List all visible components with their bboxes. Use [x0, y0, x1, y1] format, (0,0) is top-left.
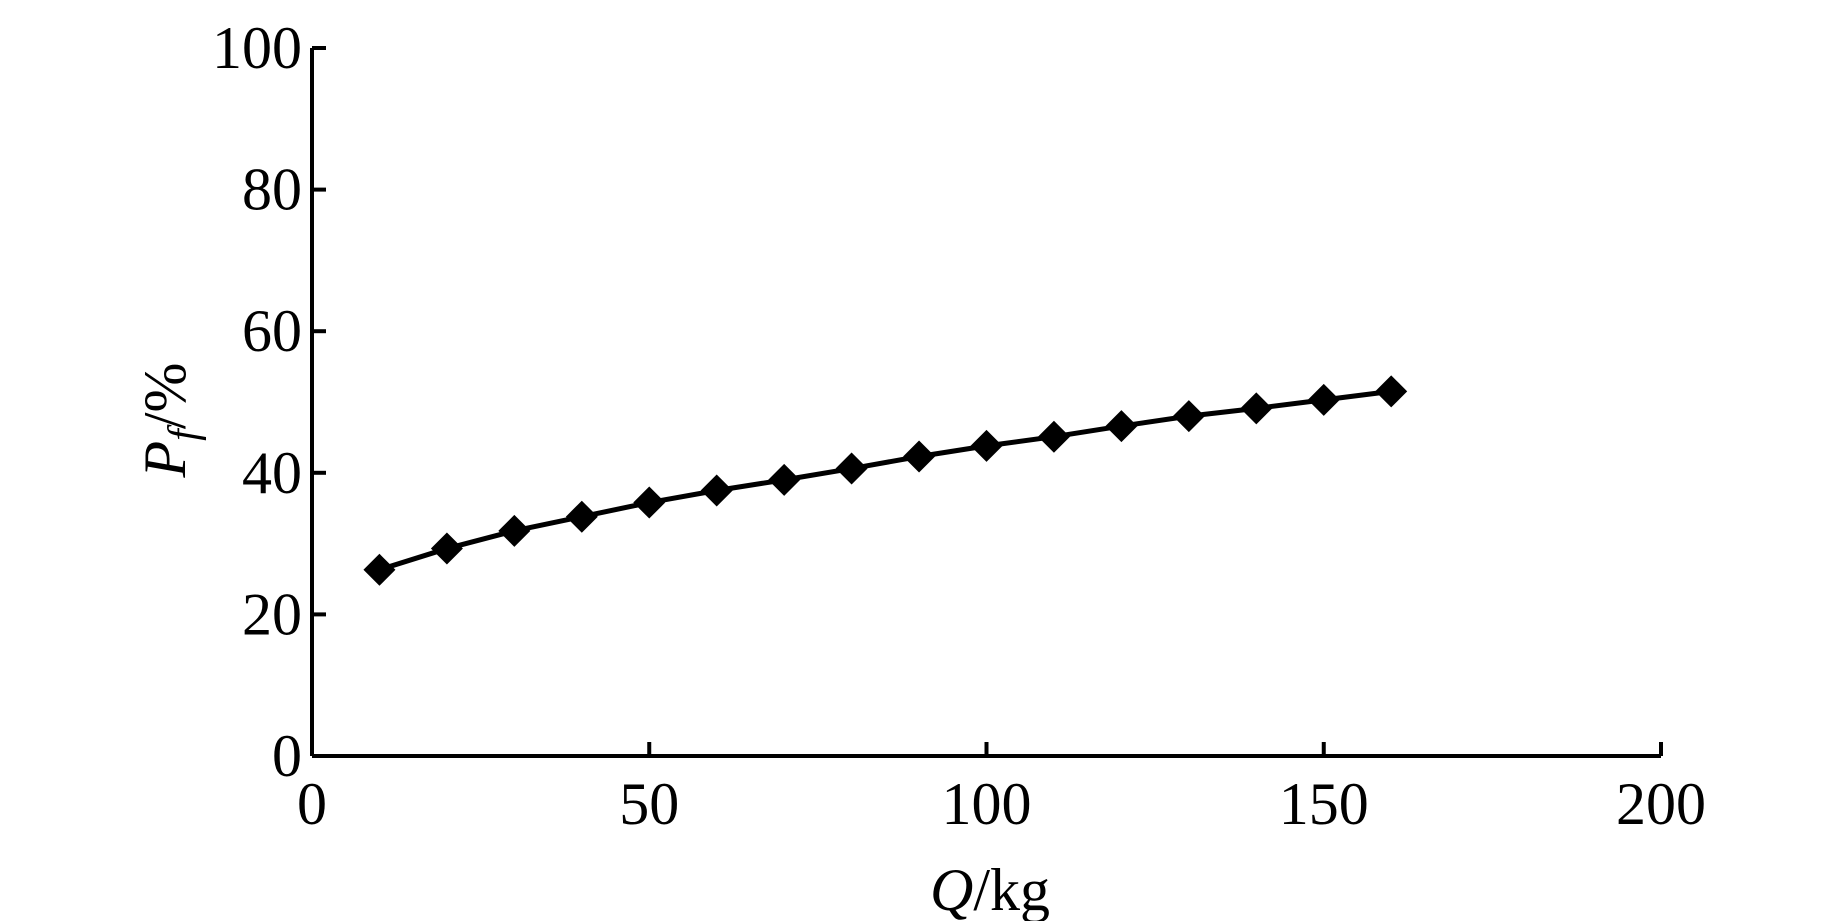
data-point-marker: [970, 429, 1003, 462]
data-point-marker: [700, 474, 733, 507]
data-point-marker: [1172, 400, 1205, 433]
ticks: 0 50 100 150 200 0 20 40 60 80 100: [212, 15, 1706, 837]
data-point-marker: [835, 452, 868, 485]
data-point-marker: [1307, 383, 1340, 416]
x-tick-label: 200: [1616, 771, 1706, 837]
series-line: [378, 388, 1392, 573]
data-point-marker: [565, 500, 598, 533]
x-axis-label-unit: /kg: [973, 857, 1050, 921]
y-axis-label-unit: /%: [132, 363, 198, 430]
data-point-marker: [498, 514, 531, 547]
y-tick-label: 40: [242, 440, 302, 506]
x-tick-label: 100: [942, 771, 1032, 837]
x-tick-label: 0: [297, 771, 327, 837]
data-point-marker: [363, 553, 396, 586]
x-axis-label-symbol: Q: [930, 857, 973, 921]
y-tick-label: 20: [242, 581, 302, 647]
y-tick-label: 0: [272, 723, 302, 789]
data-point-marker: [1240, 392, 1273, 425]
data-point-marker: [430, 532, 463, 565]
x-tick-label: 150: [1279, 771, 1369, 837]
data-point-marker: [903, 440, 936, 473]
y-axis-label: Pf/%: [132, 363, 207, 479]
data-point-marker: [1105, 410, 1138, 443]
data-series: [363, 375, 1408, 586]
y-axis-label-symbol: P: [132, 441, 198, 479]
axes: [310, 48, 1661, 758]
y-tick-label: 100: [212, 15, 302, 81]
y-tick-label: 60: [242, 298, 302, 364]
x-tick-label: 50: [619, 771, 679, 837]
x-axis-label: Q/kg: [930, 857, 1050, 921]
data-point-marker: [633, 486, 666, 519]
data-point-marker: [1375, 375, 1408, 408]
y-tick-label: 80: [242, 157, 302, 223]
data-point-marker: [1037, 420, 1070, 453]
data-point-marker: [768, 463, 801, 496]
